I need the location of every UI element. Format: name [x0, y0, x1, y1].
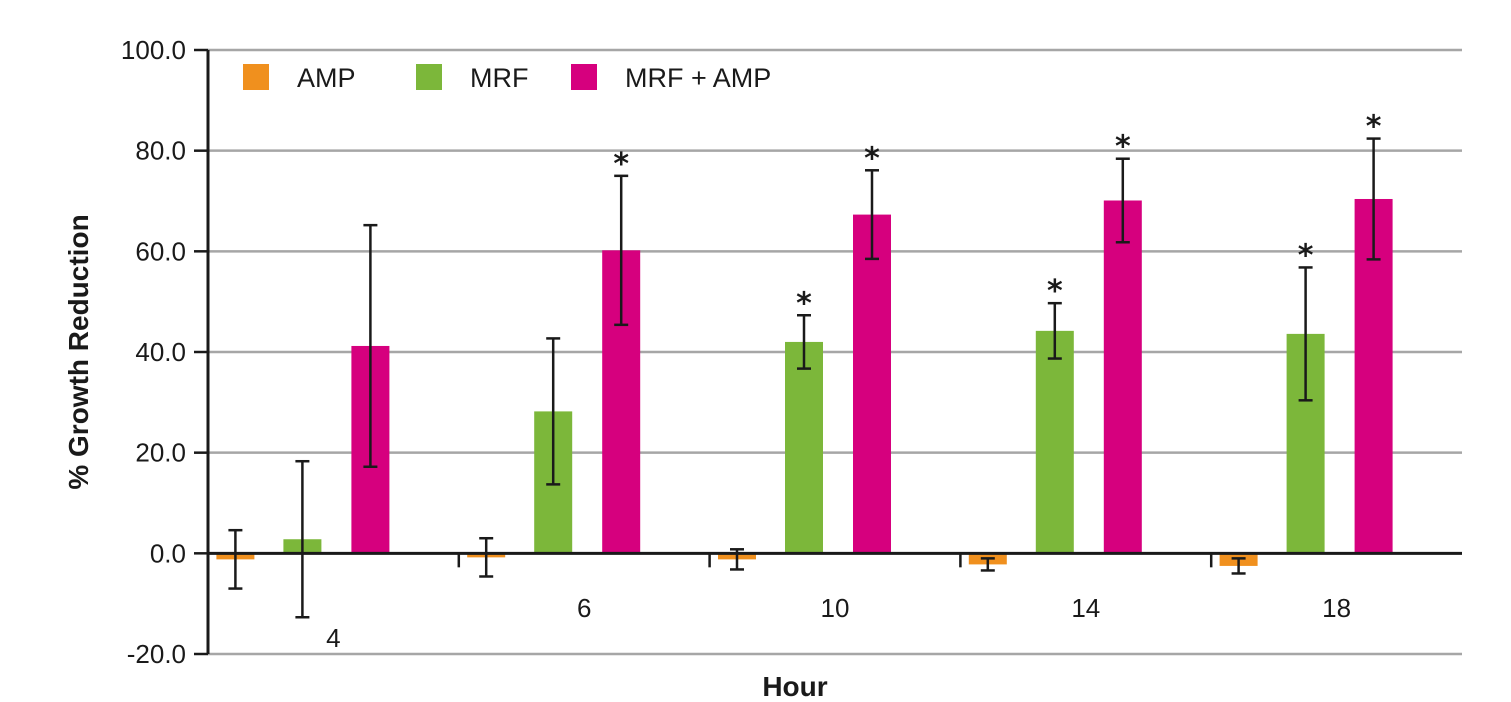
- legend-label: MRF + AMP: [625, 63, 771, 93]
- bar: [1035, 330, 1074, 554]
- x-tick-label: 6: [577, 593, 591, 623]
- significance-star: *: [864, 141, 880, 176]
- bar: [1103, 200, 1142, 554]
- significance-markers: * * * * * * *: [613, 110, 1381, 322]
- y-tick-label: 100.0: [121, 35, 186, 65]
- gridlines: [208, 48, 1462, 656]
- y-tick-label: 40.0: [135, 337, 186, 367]
- error-bars: [228, 137, 1381, 619]
- significance-star: *: [1298, 238, 1314, 273]
- legend-swatch: [571, 64, 597, 90]
- significance-star: *: [1047, 274, 1063, 309]
- significance-star: *: [613, 147, 629, 182]
- x-tick-label: 14: [1071, 593, 1100, 623]
- axes: [194, 48, 1462, 656]
- legend-label: AMP: [297, 63, 356, 93]
- significance-star: *: [1115, 130, 1131, 165]
- x-tick-labels: 4 6 10 14 18: [326, 593, 1351, 653]
- legend-swatch: [243, 64, 269, 90]
- y-tick-label: -20.0: [127, 639, 186, 669]
- significance-star: *: [796, 286, 812, 321]
- y-axis-title: % Growth Reduction: [63, 214, 94, 489]
- significance-star: *: [1366, 110, 1382, 145]
- bar: [785, 341, 823, 554]
- x-axis-title: Hour: [762, 671, 827, 702]
- y-tick-label: 60.0: [135, 236, 186, 266]
- legend-swatch: [416, 64, 442, 90]
- y-tick-labels: -20.0 0.0 20.0 40.0 60.0 80.0 100.0: [121, 35, 186, 669]
- bars: [216, 198, 1393, 566]
- legend: AMP MRF MRF + AMP: [243, 63, 771, 93]
- x-tick-label: 10: [821, 593, 850, 623]
- y-tick-label: 20.0: [135, 438, 186, 468]
- x-tick-label: 18: [1322, 593, 1351, 623]
- y-tick-label: 0.0: [150, 538, 186, 568]
- bar: [853, 214, 891, 554]
- x-tick-label: 4: [326, 623, 340, 653]
- legend-label: MRF: [470, 63, 528, 93]
- y-tick-label: 80.0: [135, 136, 186, 166]
